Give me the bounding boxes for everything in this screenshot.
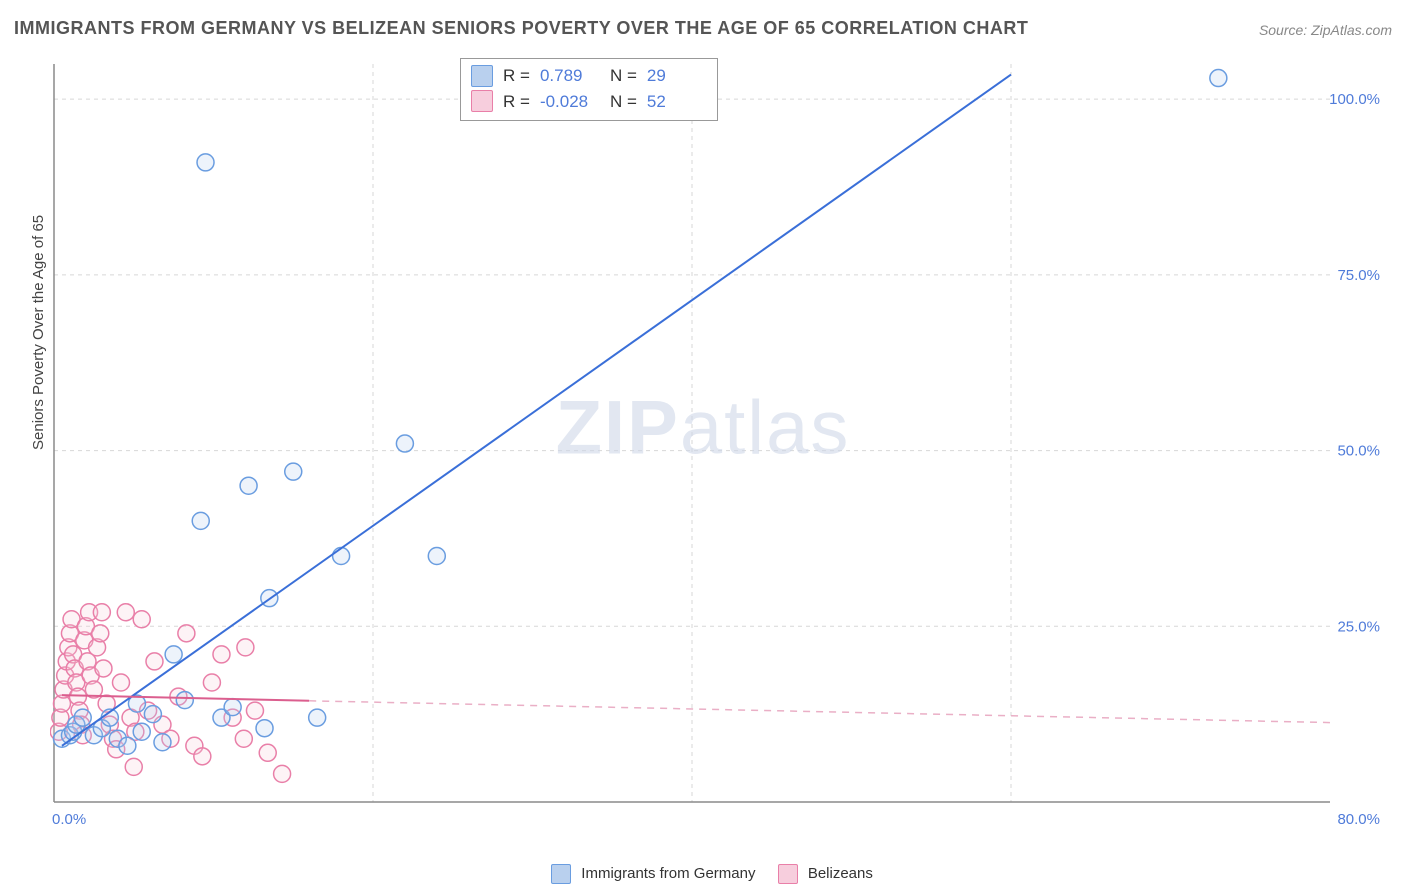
data-point-germany xyxy=(224,699,241,716)
data-point-germany xyxy=(154,734,171,751)
data-point-belize xyxy=(194,748,211,765)
data-point-belize xyxy=(274,765,291,782)
data-point-germany xyxy=(309,709,326,726)
n-value-belize: 52 xyxy=(647,89,707,115)
data-point-germany xyxy=(396,435,413,452)
swatch-germany-icon xyxy=(471,65,493,87)
data-point-germany xyxy=(333,548,350,565)
y-tick-label: 75.0% xyxy=(1337,267,1380,284)
scatter-plot: 25.0% 50.0% 75.0% 100.0% 0.0% 80.0% xyxy=(50,60,1390,830)
data-point-germany xyxy=(192,512,209,529)
data-point-germany xyxy=(240,477,257,494)
data-point-belize xyxy=(246,702,263,719)
n-value-germany: 29 xyxy=(647,63,707,89)
data-point-belize xyxy=(213,646,230,663)
data-point-germany xyxy=(1210,70,1227,87)
data-point-belize xyxy=(117,604,134,621)
data-point-belize xyxy=(95,660,112,677)
trend-line-germany xyxy=(62,75,1011,746)
y-tick-label: 100.0% xyxy=(1329,91,1380,108)
y-axis-title: Seniors Poverty Over the Age of 65 xyxy=(30,215,47,450)
legend-label-germany: Immigrants from Germany xyxy=(581,865,755,882)
x-tick-label: 0.0% xyxy=(52,811,86,828)
data-point-germany xyxy=(133,723,150,740)
stats-row-germany: R = 0.789 N = 29 xyxy=(471,63,707,89)
data-point-belize xyxy=(93,604,110,621)
source-label: Source: xyxy=(1259,22,1311,38)
data-point-germany xyxy=(165,646,182,663)
data-point-belize xyxy=(92,625,109,642)
r-value-belize: -0.028 xyxy=(540,89,600,115)
data-point-germany xyxy=(119,737,136,754)
data-point-belize xyxy=(237,639,254,656)
y-tick-label: 25.0% xyxy=(1337,618,1380,635)
trend-line-belize-extrapolated xyxy=(309,701,1330,723)
data-point-germany xyxy=(176,692,193,709)
chart-title: IMMIGRANTS FROM GERMANY VS BELIZEAN SENI… xyxy=(14,18,1028,39)
data-point-belize xyxy=(178,625,195,642)
r-value-germany: 0.789 xyxy=(540,63,600,89)
swatch-belize-icon xyxy=(471,90,493,112)
data-point-germany xyxy=(428,548,445,565)
data-point-germany xyxy=(197,154,214,171)
data-point-belize xyxy=(133,611,150,628)
data-point-germany xyxy=(144,706,161,723)
x-tick-label: 80.0% xyxy=(1337,811,1380,828)
n-label: N = xyxy=(610,89,637,115)
source-name: ZipAtlas.com xyxy=(1311,22,1392,38)
data-point-belize xyxy=(112,674,129,691)
data-point-germany xyxy=(256,720,273,737)
data-point-belize xyxy=(235,730,252,747)
n-label: N = xyxy=(610,63,637,89)
series-legend: Immigrants from Germany Belizeans xyxy=(0,864,1406,884)
correlation-stats-legend: R = 0.789 N = 29 R = -0.028 N = 52 xyxy=(460,58,718,121)
r-label: R = xyxy=(503,89,530,115)
data-point-belize xyxy=(146,653,163,670)
r-label: R = xyxy=(503,63,530,89)
source-attribution: Source: ZipAtlas.com xyxy=(1259,22,1392,38)
legend-label-belize: Belizeans xyxy=(808,865,873,882)
stats-row-belize: R = -0.028 N = 52 xyxy=(471,89,707,115)
legend-swatch-belize-icon xyxy=(778,864,798,884)
legend-swatch-germany-icon xyxy=(551,864,571,884)
data-point-belize xyxy=(203,674,220,691)
data-point-germany xyxy=(74,709,91,726)
chart-svg: 25.0% 50.0% 75.0% 100.0% 0.0% 80.0% xyxy=(50,60,1390,830)
data-point-germany xyxy=(285,463,302,480)
data-point-belize xyxy=(259,744,276,761)
data-point-belize xyxy=(125,758,142,775)
y-tick-label: 50.0% xyxy=(1337,443,1380,460)
